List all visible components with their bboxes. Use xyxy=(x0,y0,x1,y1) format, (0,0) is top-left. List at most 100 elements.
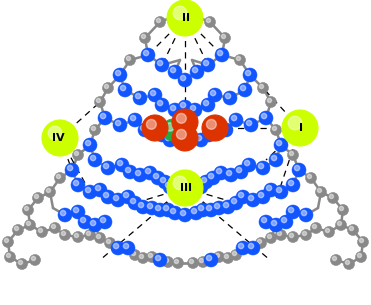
Circle shape xyxy=(349,226,354,231)
Circle shape xyxy=(83,185,97,199)
Circle shape xyxy=(236,56,240,61)
Circle shape xyxy=(302,231,306,235)
Circle shape xyxy=(35,194,39,199)
Circle shape xyxy=(85,140,91,146)
Circle shape xyxy=(276,229,286,241)
Circle shape xyxy=(236,190,250,204)
Circle shape xyxy=(348,224,358,235)
Circle shape xyxy=(328,192,338,203)
Circle shape xyxy=(147,252,158,263)
Circle shape xyxy=(256,161,270,175)
Circle shape xyxy=(246,120,252,126)
Circle shape xyxy=(104,163,109,169)
Circle shape xyxy=(150,90,156,96)
Circle shape xyxy=(244,160,250,166)
Circle shape xyxy=(239,243,244,249)
Circle shape xyxy=(139,254,144,259)
Circle shape xyxy=(101,113,106,119)
Circle shape xyxy=(165,135,171,141)
Circle shape xyxy=(98,111,112,125)
Circle shape xyxy=(56,174,60,178)
Circle shape xyxy=(155,128,169,142)
Circle shape xyxy=(180,138,186,144)
Circle shape xyxy=(158,175,172,189)
Circle shape xyxy=(73,207,79,213)
Circle shape xyxy=(102,82,114,94)
Circle shape xyxy=(163,205,169,211)
Circle shape xyxy=(312,224,316,228)
Circle shape xyxy=(60,210,66,216)
Circle shape xyxy=(288,149,299,160)
Circle shape xyxy=(33,192,43,203)
Circle shape xyxy=(288,180,294,186)
Circle shape xyxy=(257,239,262,244)
Circle shape xyxy=(46,188,50,192)
Circle shape xyxy=(278,231,282,235)
Circle shape xyxy=(95,232,105,243)
Circle shape xyxy=(155,205,161,211)
Circle shape xyxy=(189,206,203,220)
Circle shape xyxy=(143,166,157,180)
Circle shape xyxy=(201,98,215,112)
Circle shape xyxy=(196,135,202,141)
Circle shape xyxy=(329,194,334,199)
Circle shape xyxy=(139,33,151,44)
Circle shape xyxy=(85,229,95,241)
Circle shape xyxy=(165,182,171,188)
Circle shape xyxy=(147,120,156,129)
Circle shape xyxy=(206,255,212,261)
Circle shape xyxy=(45,186,56,198)
Circle shape xyxy=(240,85,246,91)
Circle shape xyxy=(214,166,228,180)
Circle shape xyxy=(209,121,223,135)
Circle shape xyxy=(286,205,300,219)
Circle shape xyxy=(129,249,141,260)
Circle shape xyxy=(206,120,216,129)
Circle shape xyxy=(335,220,347,231)
Circle shape xyxy=(229,196,243,210)
Circle shape xyxy=(180,210,186,216)
Circle shape xyxy=(24,206,29,210)
Circle shape xyxy=(143,50,149,56)
Circle shape xyxy=(331,254,341,265)
Circle shape xyxy=(115,158,129,172)
Circle shape xyxy=(86,231,91,235)
Circle shape xyxy=(190,106,196,111)
Circle shape xyxy=(230,249,242,260)
Circle shape xyxy=(203,100,209,106)
Circle shape xyxy=(172,109,198,135)
Circle shape xyxy=(19,260,23,264)
Circle shape xyxy=(4,239,9,242)
Circle shape xyxy=(91,126,96,131)
Circle shape xyxy=(266,185,272,191)
Circle shape xyxy=(93,183,107,197)
Circle shape xyxy=(96,99,101,102)
Circle shape xyxy=(269,218,283,232)
Circle shape xyxy=(257,82,269,94)
Circle shape xyxy=(91,221,96,226)
Circle shape xyxy=(133,168,147,182)
Circle shape xyxy=(148,121,162,135)
Circle shape xyxy=(317,188,322,192)
Circle shape xyxy=(71,205,85,219)
Circle shape xyxy=(115,120,121,126)
Circle shape xyxy=(114,196,119,201)
Circle shape xyxy=(272,126,276,131)
Circle shape xyxy=(167,170,203,206)
Circle shape xyxy=(256,190,270,204)
Circle shape xyxy=(106,239,111,244)
Circle shape xyxy=(121,190,135,204)
Circle shape xyxy=(338,204,348,216)
Circle shape xyxy=(266,96,276,107)
Circle shape xyxy=(332,257,336,260)
Circle shape xyxy=(279,215,293,229)
Circle shape xyxy=(292,163,306,177)
Circle shape xyxy=(281,217,287,223)
Circle shape xyxy=(180,102,186,108)
Circle shape xyxy=(180,75,186,81)
Circle shape xyxy=(244,118,258,132)
Circle shape xyxy=(91,155,96,161)
Circle shape xyxy=(239,192,244,198)
Circle shape xyxy=(68,165,73,171)
Circle shape xyxy=(206,18,211,23)
